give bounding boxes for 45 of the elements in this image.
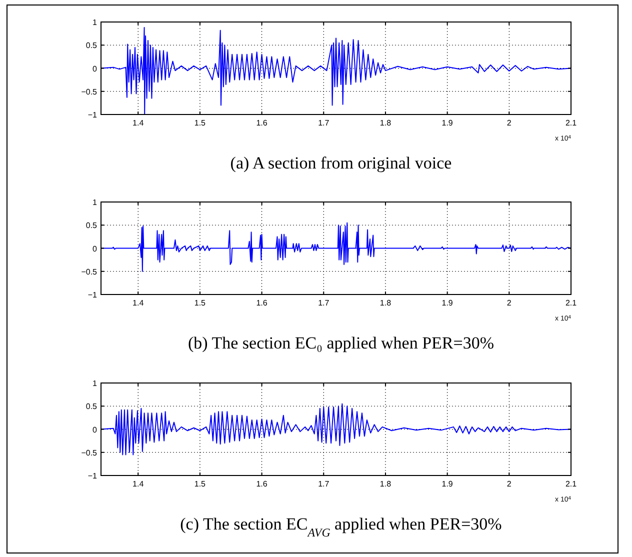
y-tick-label: 0.5 bbox=[86, 221, 98, 230]
x-tick-label: 1.4 bbox=[132, 480, 144, 488]
x-tick-label: 1.8 bbox=[380, 298, 392, 308]
x-tick-label: 1.5 bbox=[194, 480, 206, 488]
text: (a) A section from original voice bbox=[230, 154, 452, 172]
x-tick-label: 2.1 bbox=[565, 298, 578, 308]
y-tick-label: 1 bbox=[92, 198, 98, 207]
y-tick-label: 1 bbox=[92, 18, 98, 27]
x-tick-label: 1.9 bbox=[442, 298, 454, 308]
y-tick-label: 1 bbox=[92, 379, 98, 388]
line-series bbox=[101, 27, 571, 114]
y-tick-label: −1 bbox=[88, 110, 98, 120]
x-tick-label: 2.1 bbox=[565, 480, 578, 488]
x-tick-label: 1.9 bbox=[442, 118, 454, 128]
text: (c) The section EC$_{AVG}$ applied when PER=30% bbox=[180, 514, 502, 540]
y-tick-label: −0.5 bbox=[81, 448, 98, 458]
x-tick-label: 2 bbox=[506, 118, 512, 128]
line-series bbox=[101, 222, 571, 272]
y-tick-label: 0.5 bbox=[86, 402, 98, 412]
x-tick-label: 1.9 bbox=[442, 480, 454, 488]
x-tick-label: 1.6 bbox=[256, 118, 268, 128]
x-tick-label: 2 bbox=[506, 480, 512, 488]
y-tick-label: 0.5 bbox=[86, 41, 98, 50]
x-tick-label: 2.1 bbox=[565, 118, 578, 128]
y-tick-label: −1 bbox=[88, 290, 98, 300]
y-tick-label: −0.5 bbox=[81, 87, 98, 96]
y-tick-label: 0 bbox=[92, 64, 98, 74]
x-tick-label: 1.8 bbox=[380, 118, 392, 128]
y-tick-label: −1 bbox=[88, 472, 98, 480]
x-tick-label: 1.4 bbox=[132, 118, 144, 128]
x-tick-label: 1.5 bbox=[194, 118, 206, 128]
x-tick-label: 2 bbox=[506, 298, 512, 308]
x-tick-label: 1.6 bbox=[256, 480, 268, 488]
y-tick-label: 0 bbox=[92, 425, 98, 434]
x-tick-label: 1.5 bbox=[194, 298, 206, 308]
x-tick-label: 1.4 bbox=[132, 298, 144, 308]
text: (b) The section EC₀ applied when PER=30% bbox=[188, 334, 494, 352]
x-tick-label: 1.7 bbox=[318, 118, 330, 128]
line-series bbox=[101, 403, 571, 456]
x-tick-label: 1.7 bbox=[318, 480, 330, 488]
x-tick-label: 1.7 bbox=[318, 298, 330, 308]
y-tick-label: −0.5 bbox=[81, 267, 98, 276]
x-tick-label: 1.8 bbox=[380, 480, 392, 488]
y-tick-label: 0 bbox=[92, 244, 98, 254]
x-tick-label: 1.6 bbox=[256, 298, 268, 308]
